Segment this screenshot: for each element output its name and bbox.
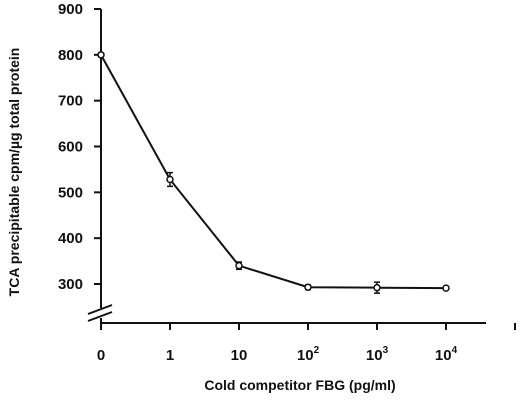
data-point [442, 284, 450, 292]
y-tick-label: 700 [58, 93, 83, 110]
x-tick-label: 104 [435, 345, 458, 364]
x-axis-ticks: 0 1 10 102 103 104 [97, 323, 516, 364]
x-tick-label: 10 [231, 347, 248, 364]
data-point [304, 283, 312, 291]
y-tick-label: 300 [58, 276, 83, 293]
y-tick-label: 900 [58, 1, 83, 18]
x-tick-label: 102 [297, 345, 320, 364]
x-axis-title: Cold competitor FBG (pg/ml) [204, 377, 395, 393]
x-tick-label: 103 [366, 345, 389, 364]
data-point [373, 283, 381, 292]
data-series [97, 51, 450, 294]
x-tick-label: 0 [97, 347, 105, 364]
y-tick-label: 600 [58, 139, 83, 156]
axis-break-mark [87, 304, 113, 315]
y-tick-label: 400 [58, 230, 83, 247]
axes [87, 9, 486, 324]
y-axis-title: TCA precipitable cpm/µg total protein [6, 48, 22, 297]
y-tick-label: 500 [58, 184, 83, 201]
data-point [97, 51, 105, 59]
data-point [235, 261, 243, 270]
series-line [100, 54, 447, 290]
axis-break-mark [87, 311, 113, 322]
y-axis-ticks: 300 400 500 600 700 800 900 [58, 1, 101, 293]
data-point [166, 175, 174, 184]
x-tick-label: 1 [166, 347, 174, 364]
y-tick-label: 800 [58, 47, 83, 64]
